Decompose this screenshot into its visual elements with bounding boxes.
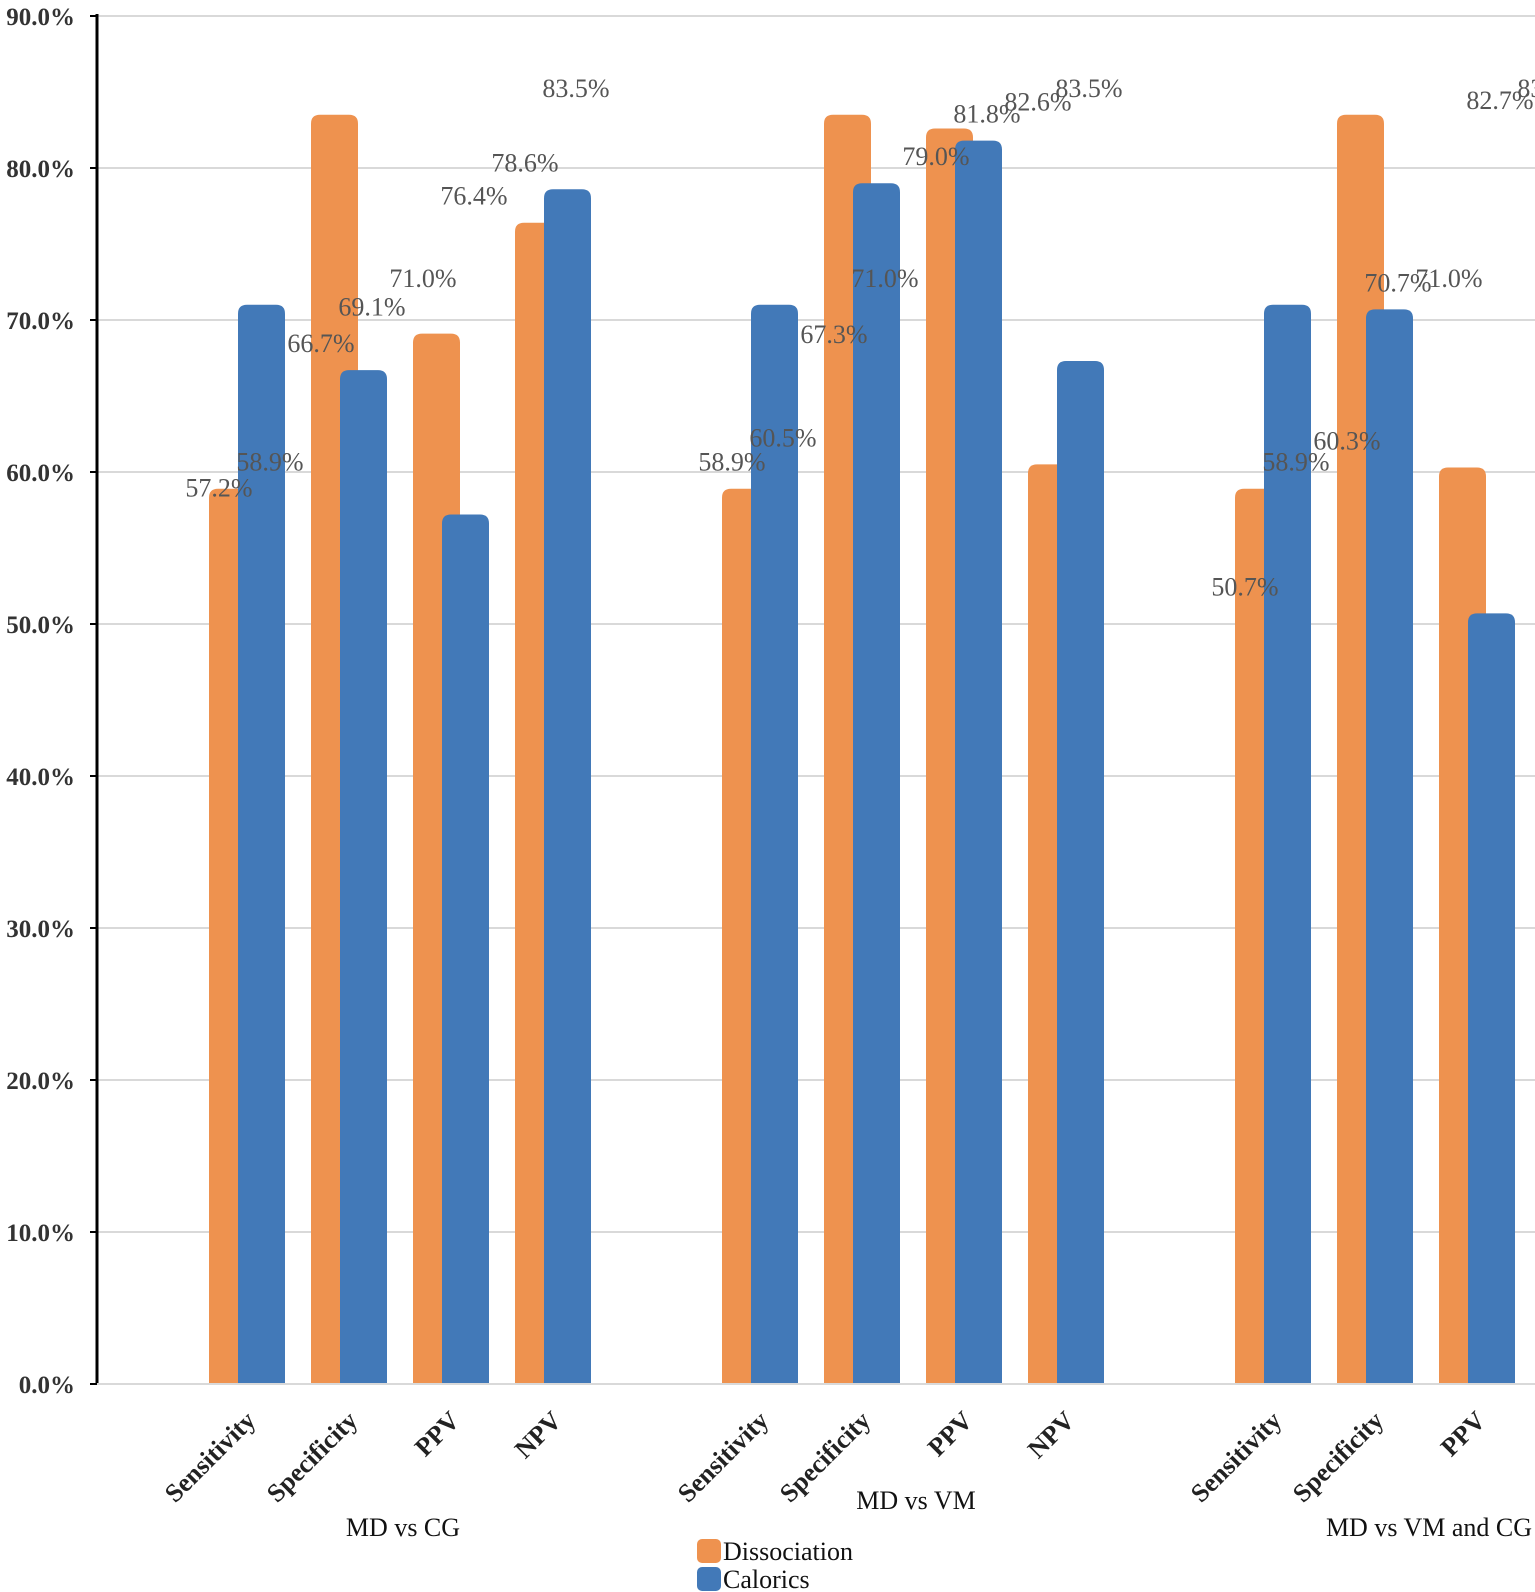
data-label: 69.1%: [338, 293, 405, 322]
y-tick-label: 60.0%: [6, 460, 75, 487]
x-tick-labels: Sensitivity Specificity PPV NPV Sensitivity S…: [159, 1406, 1535, 1508]
group-label: MD vs VM: [856, 1486, 975, 1515]
legend-swatch-dissociation: [697, 1539, 721, 1563]
data-label: 79.0%: [902, 142, 969, 171]
data-label: 71.0%: [389, 264, 456, 293]
legend-swatch-calorics: [697, 1567, 721, 1591]
data-label: 58.9%: [236, 448, 303, 477]
data-label: 83.5%: [1517, 74, 1535, 103]
data-label: 70.7%: [1364, 268, 1431, 297]
data-label: 71.0%: [1415, 264, 1482, 293]
data-label: 58.9%: [1262, 448, 1329, 477]
data-label: 67.3%: [800, 320, 867, 349]
x-tick-label: Sensitivity: [672, 1406, 774, 1508]
y-tick-label: 90.0%: [6, 4, 75, 31]
x-tick-label: Specificity: [1287, 1406, 1389, 1508]
data-label: 82.7%: [1466, 86, 1533, 115]
data-label: 76.4%: [440, 182, 507, 211]
x-tick-label: PPV: [409, 1406, 465, 1462]
group-label: MD vs VM and CG: [1326, 1513, 1532, 1542]
bar-calorics-ppv: [1468, 613, 1515, 1384]
group-labels: MD vs CG MD vs VM MD vs VM and CG: [346, 1486, 1532, 1542]
data-label: 50.7%: [1211, 572, 1278, 601]
y-tick-label: 50.0%: [6, 612, 75, 639]
bar-calorics-specificity: [340, 370, 387, 1384]
data-labels: 57.2%58.9%66.7%69.1%71.0%76.4%78.6%83.5%…: [185, 74, 1535, 602]
y-tick-label: 80.0%: [6, 156, 75, 183]
y-tick-label: 40.0%: [6, 764, 75, 791]
data-label: 78.6%: [491, 148, 558, 177]
axes: [90, 14, 1535, 1385]
x-tick-label: NPV: [1022, 1406, 1080, 1464]
data-label: 83.5%: [542, 74, 609, 103]
x-tick-label: PPV: [1435, 1406, 1491, 1462]
bar-calorics-sensitivity: [751, 304, 798, 1384]
x-tick-label: NPV: [509, 1406, 567, 1464]
data-label: 57.2%: [185, 474, 252, 503]
bar-calorics-npv: [544, 189, 591, 1384]
bar-calorics-sensitivity: [238, 304, 285, 1384]
y-tick-label: 10.0%: [6, 1220, 75, 1247]
data-label: 83.5%: [1055, 74, 1122, 103]
group-label: MD vs CG: [346, 1513, 460, 1542]
bar-calorics-ppv: [955, 140, 1002, 1384]
y-tick-label: 20.0%: [6, 1068, 75, 1095]
data-label: 82.6%: [1004, 87, 1071, 116]
y-tick-label: 30.0%: [6, 916, 75, 943]
y-tick-label: 70.0%: [6, 308, 75, 335]
bar-calorics-specificity: [853, 183, 900, 1385]
bar-calorics-specificity: [1366, 309, 1413, 1384]
bar-calorics-sensitivity: [1264, 304, 1311, 1384]
data-label: 60.3%: [1313, 426, 1380, 455]
data-label: 81.8%: [953, 100, 1020, 129]
data-label: 60.5%: [749, 423, 816, 452]
x-tick-label: Sensitivity: [159, 1406, 261, 1508]
bar-calorics-ppv: [442, 514, 489, 1384]
x-tick-label: Specificity: [261, 1406, 363, 1508]
bar-calorics-npv: [1057, 361, 1104, 1384]
data-label: 66.7%: [287, 329, 354, 358]
bars: [209, 114, 1515, 1385]
data-label: 58.9%: [698, 448, 765, 477]
x-tick-label: PPV: [922, 1406, 978, 1462]
y-tick-labels: 0.0% 10.0% 20.0% 30.0% 40.0% 50.0% 60.0% 70.0% 8…: [6, 4, 75, 1399]
legend-label-calorics: Calorics: [723, 1565, 810, 1592]
x-tick-label: Sensitivity: [1185, 1406, 1287, 1508]
y-tick-label: 0.0%: [19, 1372, 75, 1399]
data-label: 71.0%: [851, 264, 918, 293]
legend-label-dissociation: Dissociation: [723, 1537, 853, 1566]
